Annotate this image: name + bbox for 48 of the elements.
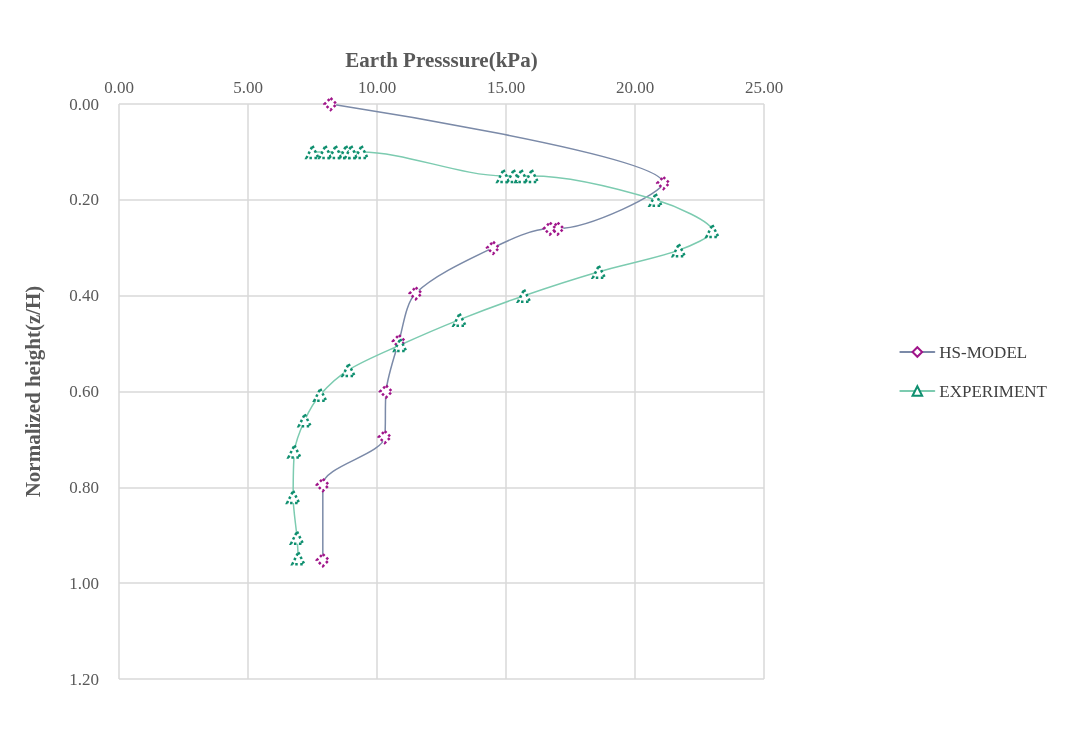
point: [305, 144, 320, 160]
y-tick-label: 0.20: [69, 190, 99, 210]
y-tick-label: 0.00: [69, 94, 99, 114]
point: [648, 192, 663, 208]
x-tick-label: 25.00: [744, 78, 784, 97]
point: [289, 530, 305, 545]
point: [452, 312, 467, 327]
point: [328, 144, 343, 160]
point: [291, 551, 306, 566]
point: [318, 144, 333, 160]
point: [514, 168, 529, 184]
point: [496, 168, 511, 184]
point: [516, 288, 532, 303]
point: [341, 362, 356, 378]
point: [591, 264, 607, 279]
x-axis-title: Earth Presssure(kPa): [345, 47, 538, 72]
point: [287, 444, 302, 459]
x-tick-label: 5.00: [233, 78, 263, 97]
point: [524, 168, 540, 184]
point: [315, 477, 331, 493]
x-tick-label: 15.00: [486, 78, 526, 97]
point: [671, 242, 687, 258]
y-tick-label: 0.60: [69, 382, 99, 401]
point: [377, 429, 392, 445]
y-tick-label: 0.80: [69, 477, 99, 497]
point: [656, 175, 671, 191]
y-tick-label: 1.20: [69, 669, 99, 689]
point: [323, 96, 338, 112]
point: [408, 286, 423, 301]
point: [705, 223, 720, 239]
point: [297, 413, 313, 428]
y-axis-title: Normalized height(z/H): [20, 285, 45, 498]
point: [285, 489, 301, 505]
point: [315, 552, 331, 568]
y-tick-label: 0.40: [69, 286, 99, 306]
x-tick-label: 10.00: [357, 78, 397, 97]
point: [354, 144, 369, 160]
point: [312, 387, 328, 403]
point: [542, 221, 558, 236]
y-tick-label: 1.00: [69, 573, 99, 593]
point: [343, 144, 359, 160]
legend-label: EXPERIMENT: [939, 381, 1048, 401]
x-tick-label: 20.00: [615, 78, 655, 97]
legend-label: HS-MODEL: [939, 342, 1028, 362]
point: [392, 337, 408, 353]
point: [378, 384, 394, 399]
x-tick-label: 0.00: [104, 78, 134, 97]
point: [485, 240, 501, 255]
